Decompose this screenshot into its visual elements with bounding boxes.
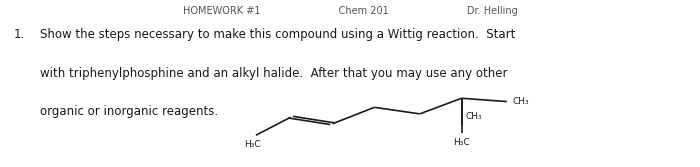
Text: with triphenylphosphine and an alkyl halide.  After that you may use any other: with triphenylphosphine and an alkyl hal… (40, 67, 507, 80)
Text: 1.: 1. (14, 28, 25, 41)
Text: CH₃: CH₃ (465, 112, 482, 121)
Text: Show the steps necessary to make this compound using a Wittig reaction.  Start: Show the steps necessary to make this co… (40, 28, 515, 41)
Text: CH₃: CH₃ (512, 97, 529, 106)
Text: H₃C: H₃C (244, 140, 260, 149)
Text: organic or inorganic reagents.: organic or inorganic reagents. (40, 105, 218, 118)
Text: H₃C: H₃C (453, 138, 470, 147)
Text: HOMEWORK #1                         Chem 201                         Dr. Helling: HOMEWORK #1 Chem 201 Dr. Helling (183, 6, 517, 16)
